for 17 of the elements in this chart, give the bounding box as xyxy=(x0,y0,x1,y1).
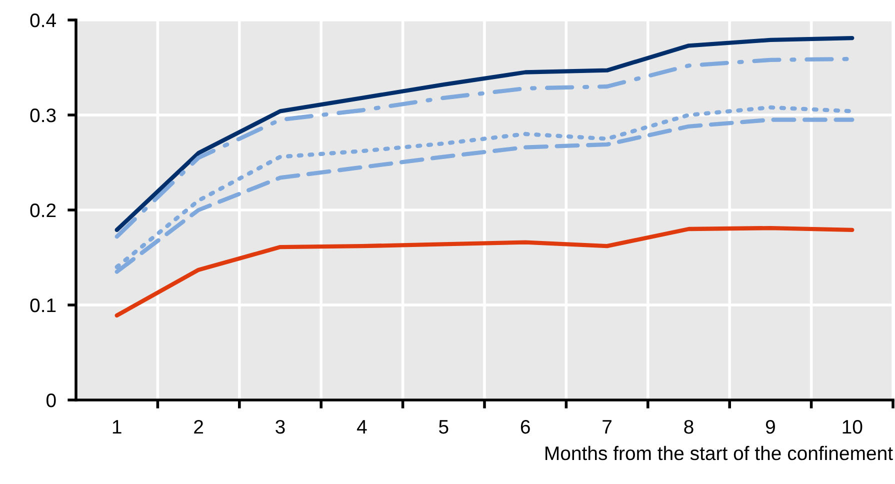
x-axis-title: Months from the start of the confinement xyxy=(546,446,893,460)
y-tick-label: 0.2 xyxy=(30,203,56,218)
x-tick-label: 2 xyxy=(194,420,203,434)
x-tick-label: 6 xyxy=(520,420,530,434)
x-tick-label: 4 xyxy=(356,420,367,434)
x-tick-label: 8 xyxy=(684,420,694,434)
x-tick-label: 5 xyxy=(439,420,448,434)
y-tick-label: 0.1 xyxy=(30,298,56,312)
x-tick-label: 7 xyxy=(602,420,612,434)
x-tick-label: 1 xyxy=(112,420,122,434)
y-tick-label: 0 xyxy=(46,393,56,408)
y-tick-label: 0.4 xyxy=(30,13,56,28)
x-tick-label: 10 xyxy=(842,420,862,434)
x-tick-label: 9 xyxy=(766,420,775,434)
y-tick-label: 0.3 xyxy=(30,108,56,122)
x-tick-label: 3 xyxy=(276,420,285,434)
line-series xyxy=(114,226,854,318)
